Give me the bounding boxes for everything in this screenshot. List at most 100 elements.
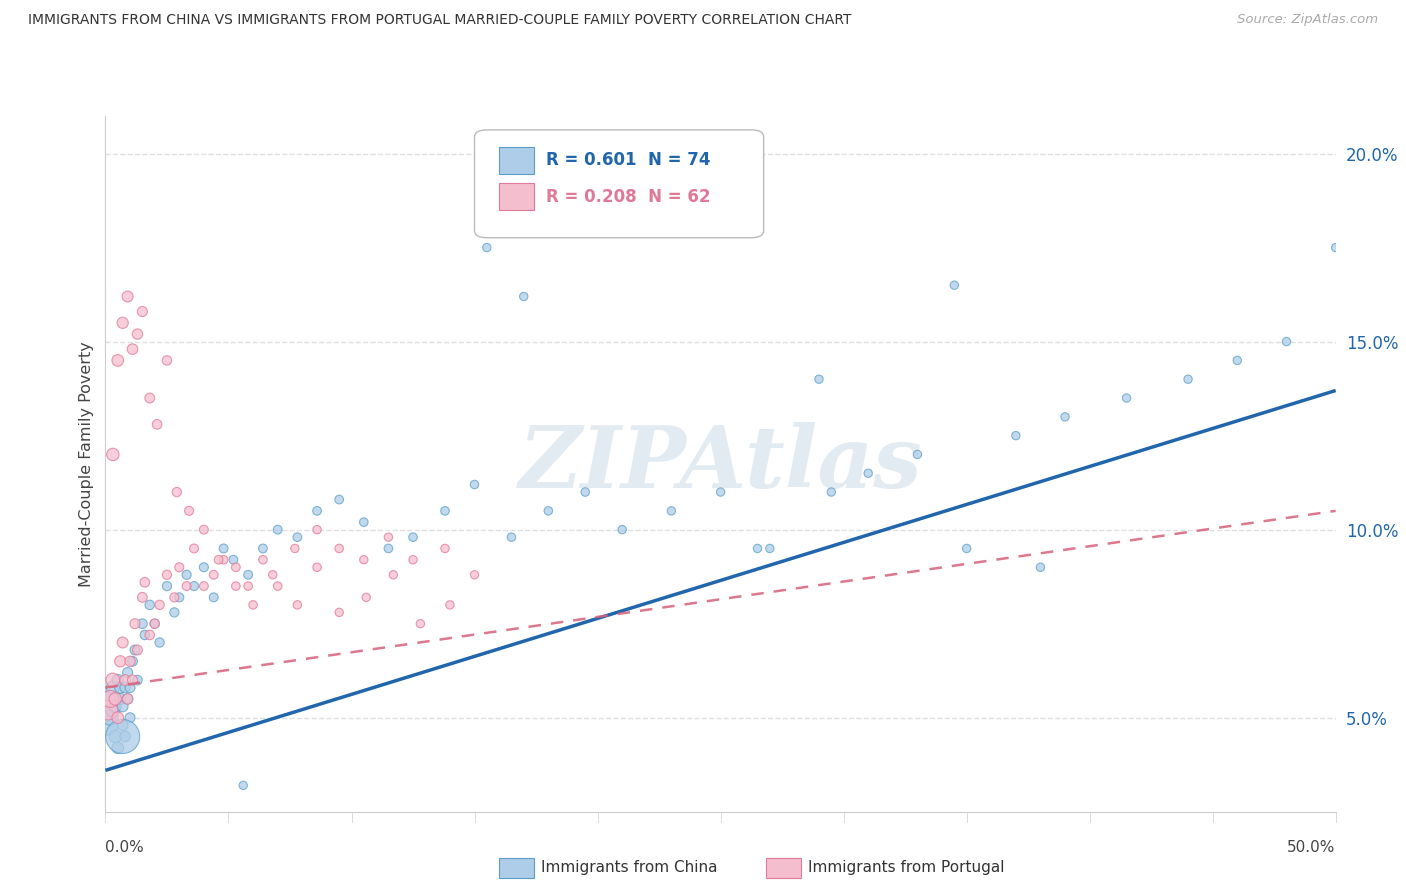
- Point: [501, 530, 523, 544]
- Point: [111, 635, 134, 649]
- Point: [149, 598, 172, 612]
- Point: [117, 692, 139, 706]
- Point: [907, 447, 929, 461]
- Point: [114, 673, 136, 687]
- Point: [143, 616, 166, 631]
- Point: [111, 730, 134, 744]
- Point: [475, 241, 498, 255]
- Point: [1115, 391, 1137, 405]
- Point: [267, 579, 290, 593]
- Point: [104, 699, 127, 714]
- Point: [117, 289, 139, 303]
- Point: [409, 616, 432, 631]
- Point: [104, 692, 127, 706]
- Point: [328, 606, 350, 620]
- FancyBboxPatch shape: [475, 130, 763, 238]
- Point: [252, 553, 274, 567]
- Point: [1029, 560, 1052, 574]
- Point: [124, 616, 146, 631]
- Text: Immigrants from China: Immigrants from China: [541, 861, 718, 875]
- Point: [156, 353, 179, 368]
- Point: [97, 703, 120, 717]
- Point: [434, 504, 457, 518]
- Point: [858, 467, 880, 481]
- Text: IMMIGRANTS FROM CHINA VS IMMIGRANTS FROM PORTUGAL MARRIED-COUPLE FAMILY POVERTY : IMMIGRANTS FROM CHINA VS IMMIGRANTS FROM…: [28, 13, 852, 28]
- Point: [232, 778, 254, 792]
- Point: [156, 567, 179, 582]
- Point: [117, 692, 139, 706]
- Text: 0.0%: 0.0%: [105, 839, 145, 855]
- Point: [710, 485, 733, 500]
- Point: [166, 485, 188, 500]
- Point: [127, 327, 149, 342]
- Point: [138, 598, 162, 612]
- Text: Source: ZipAtlas.com: Source: ZipAtlas.com: [1237, 13, 1378, 27]
- Point: [262, 567, 284, 582]
- Point: [202, 591, 225, 605]
- Point: [193, 523, 215, 537]
- Point: [574, 485, 596, 500]
- Point: [252, 541, 274, 556]
- Point: [111, 699, 134, 714]
- Point: [97, 718, 120, 732]
- Text: Immigrants from Portugal: Immigrants from Portugal: [808, 861, 1005, 875]
- Point: [169, 591, 191, 605]
- Point: [101, 681, 124, 695]
- Point: [1324, 241, 1347, 255]
- Y-axis label: Married-Couple Family Poverty: Married-Couple Family Poverty: [79, 341, 94, 587]
- Point: [107, 673, 129, 687]
- Text: 50.0%: 50.0%: [1288, 839, 1336, 855]
- Point: [114, 681, 136, 695]
- Point: [101, 703, 124, 717]
- Point: [131, 591, 153, 605]
- Point: [101, 673, 124, 687]
- Point: [120, 681, 141, 695]
- Point: [434, 541, 457, 556]
- Point: [236, 579, 260, 593]
- Point: [138, 628, 162, 642]
- Point: [156, 579, 179, 593]
- Point: [820, 485, 842, 500]
- Point: [146, 417, 169, 432]
- Point: [120, 654, 141, 668]
- Point: [176, 579, 198, 593]
- Point: [225, 560, 247, 574]
- Point: [212, 553, 235, 567]
- Point: [202, 567, 225, 582]
- Point: [169, 560, 191, 574]
- Point: [439, 598, 461, 612]
- Point: [183, 541, 205, 556]
- Point: [307, 504, 329, 518]
- Point: [307, 523, 329, 537]
- Point: [610, 523, 633, 537]
- Point: [464, 477, 486, 491]
- Point: [193, 579, 215, 593]
- Point: [222, 553, 245, 567]
- Point: [183, 579, 205, 593]
- Point: [134, 628, 156, 642]
- Point: [537, 504, 560, 518]
- Point: [176, 567, 198, 582]
- Point: [284, 541, 307, 556]
- Point: [124, 643, 146, 657]
- Point: [107, 740, 129, 755]
- Point: [943, 278, 966, 293]
- Point: [131, 304, 153, 318]
- Point: [163, 591, 186, 605]
- Point: [267, 523, 290, 537]
- Point: [101, 447, 124, 461]
- Point: [110, 681, 132, 695]
- Point: [1004, 428, 1026, 442]
- Point: [107, 353, 129, 368]
- Point: [956, 541, 979, 556]
- Point: [117, 665, 139, 680]
- Point: [1054, 409, 1077, 424]
- Point: [111, 718, 134, 732]
- Point: [661, 504, 683, 518]
- Point: [120, 711, 141, 725]
- Point: [287, 598, 309, 612]
- Point: [131, 616, 153, 631]
- Point: [143, 616, 166, 631]
- Point: [242, 598, 264, 612]
- Point: [328, 492, 350, 507]
